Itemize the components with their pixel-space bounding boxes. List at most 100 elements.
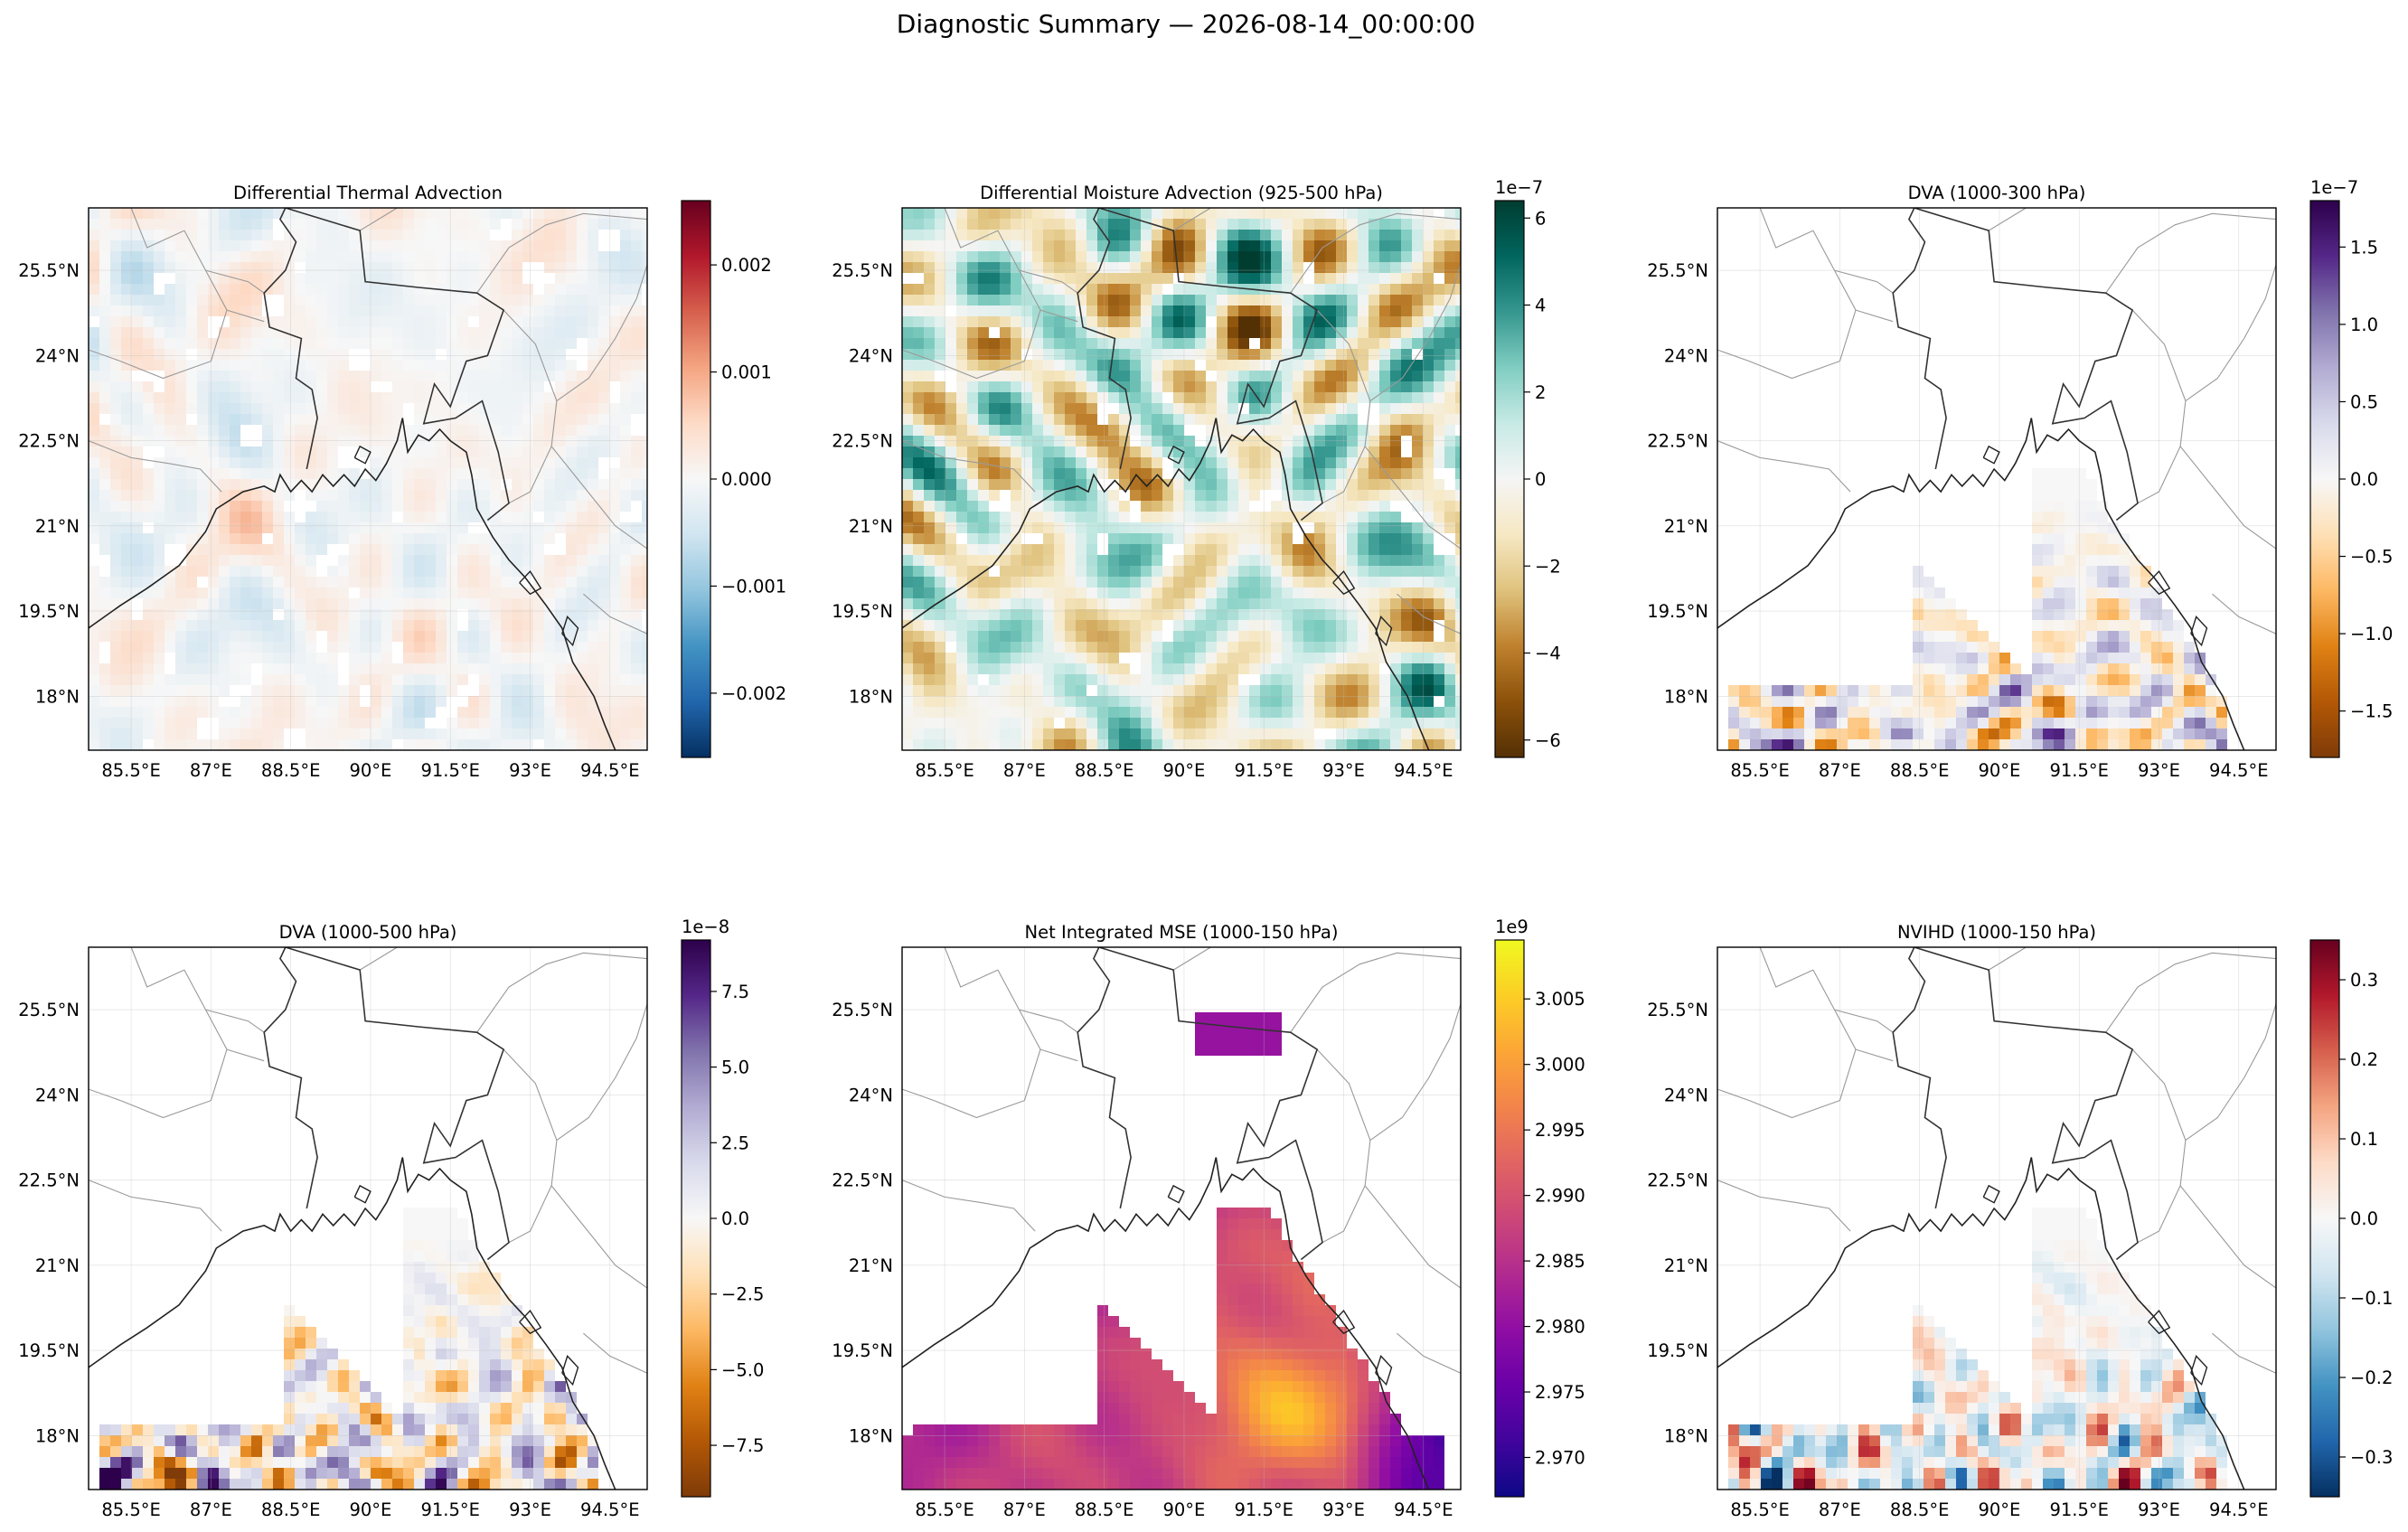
field-cell	[316, 663, 327, 674]
field-cell	[99, 230, 110, 240]
field-cell	[1043, 663, 1054, 674]
field-cell	[978, 446, 989, 457]
field-cell	[588, 360, 598, 371]
field-cell	[620, 653, 631, 663]
field-cell	[522, 653, 533, 663]
field-cell	[121, 371, 132, 381]
field-cell	[338, 436, 349, 446]
field-cell	[1369, 577, 1379, 587]
field-cell	[544, 403, 555, 414]
field-cell	[1293, 577, 1303, 587]
field-cell	[251, 327, 262, 338]
field-cell	[360, 251, 371, 262]
field-cell	[913, 555, 924, 566]
field-cell	[262, 208, 273, 219]
field-cell	[1152, 371, 1162, 381]
field-cell	[240, 349, 251, 360]
field-cell	[251, 446, 262, 457]
field-cell	[1021, 707, 1032, 718]
field-cell	[99, 533, 110, 544]
field-cell	[620, 631, 631, 642]
field-cell	[392, 392, 403, 403]
field-cell	[175, 609, 186, 620]
field-cell	[1173, 490, 1184, 501]
field-cell	[1173, 403, 1184, 414]
field-cell	[468, 208, 479, 219]
field-cell	[642, 262, 647, 273]
field-cell	[1249, 392, 1260, 403]
field-cell	[143, 696, 154, 707]
field-cell	[598, 425, 609, 436]
field-cell	[989, 208, 1000, 219]
field-cell	[1228, 262, 1238, 273]
admin-boundary	[130, 208, 185, 249]
field-cell	[295, 251, 306, 262]
field-cell	[392, 273, 403, 284]
field-cell	[1336, 208, 1347, 219]
field-cell	[1000, 219, 1011, 230]
field-cell	[447, 533, 457, 544]
field-cell	[89, 479, 99, 490]
field-cell	[240, 208, 251, 219]
field-cell	[555, 739, 566, 750]
field-cell	[1076, 316, 1086, 327]
field-cell	[306, 566, 316, 577]
field-cell	[501, 653, 512, 663]
field-cell	[512, 533, 522, 544]
field-cell	[978, 305, 989, 316]
field-cell	[989, 577, 1000, 587]
field-cell	[165, 577, 175, 587]
field-cell	[978, 219, 989, 230]
field-cell	[436, 674, 447, 685]
field-cell	[631, 479, 642, 490]
field-cell	[1293, 566, 1303, 577]
field-cell	[598, 305, 609, 316]
field-cell	[1228, 566, 1238, 577]
field-cell	[978, 718, 989, 728]
field-cell	[1369, 371, 1379, 381]
field-cell	[1108, 587, 1119, 598]
field-cell	[956, 653, 967, 663]
field-cell	[1032, 707, 1043, 718]
field-cell	[1032, 696, 1043, 707]
field-cell	[924, 533, 935, 544]
field-cell	[262, 262, 273, 273]
field-cell	[1119, 338, 1130, 349]
field-cell	[1336, 338, 1347, 349]
field-cell	[522, 598, 533, 609]
field-cell	[154, 577, 165, 587]
field-cell	[501, 555, 512, 566]
field-cell	[1173, 219, 1184, 230]
field-cell	[1011, 685, 1021, 696]
field-cell	[1000, 577, 1011, 587]
field-cell	[913, 522, 924, 533]
field-cell	[251, 522, 262, 533]
field-cell	[284, 219, 295, 230]
field-cell	[956, 360, 967, 371]
field-cell	[1021, 219, 1032, 230]
field-cell	[1336, 295, 1347, 305]
field-cell	[479, 468, 490, 479]
field-cell	[175, 512, 186, 522]
field-cell	[1206, 685, 1217, 696]
field-cell	[1379, 718, 1390, 728]
field-cell	[468, 295, 479, 305]
field-cell	[273, 587, 284, 598]
field-cell	[1260, 598, 1271, 609]
field-cell	[1412, 284, 1423, 295]
field-cell	[338, 631, 349, 642]
field-cell	[544, 208, 555, 219]
field-cell	[1271, 566, 1282, 577]
field-cell	[219, 533, 230, 544]
field-cell	[468, 392, 479, 403]
field-cell	[1097, 685, 1108, 696]
field-cell	[631, 316, 642, 327]
field-cell	[110, 338, 121, 349]
field-cell	[501, 371, 512, 381]
field-cell	[620, 371, 631, 381]
field-cell	[1152, 620, 1162, 631]
field-cell	[425, 338, 436, 349]
field-cell	[1347, 728, 1358, 739]
field-cell	[197, 360, 208, 371]
field-cell	[186, 566, 197, 577]
